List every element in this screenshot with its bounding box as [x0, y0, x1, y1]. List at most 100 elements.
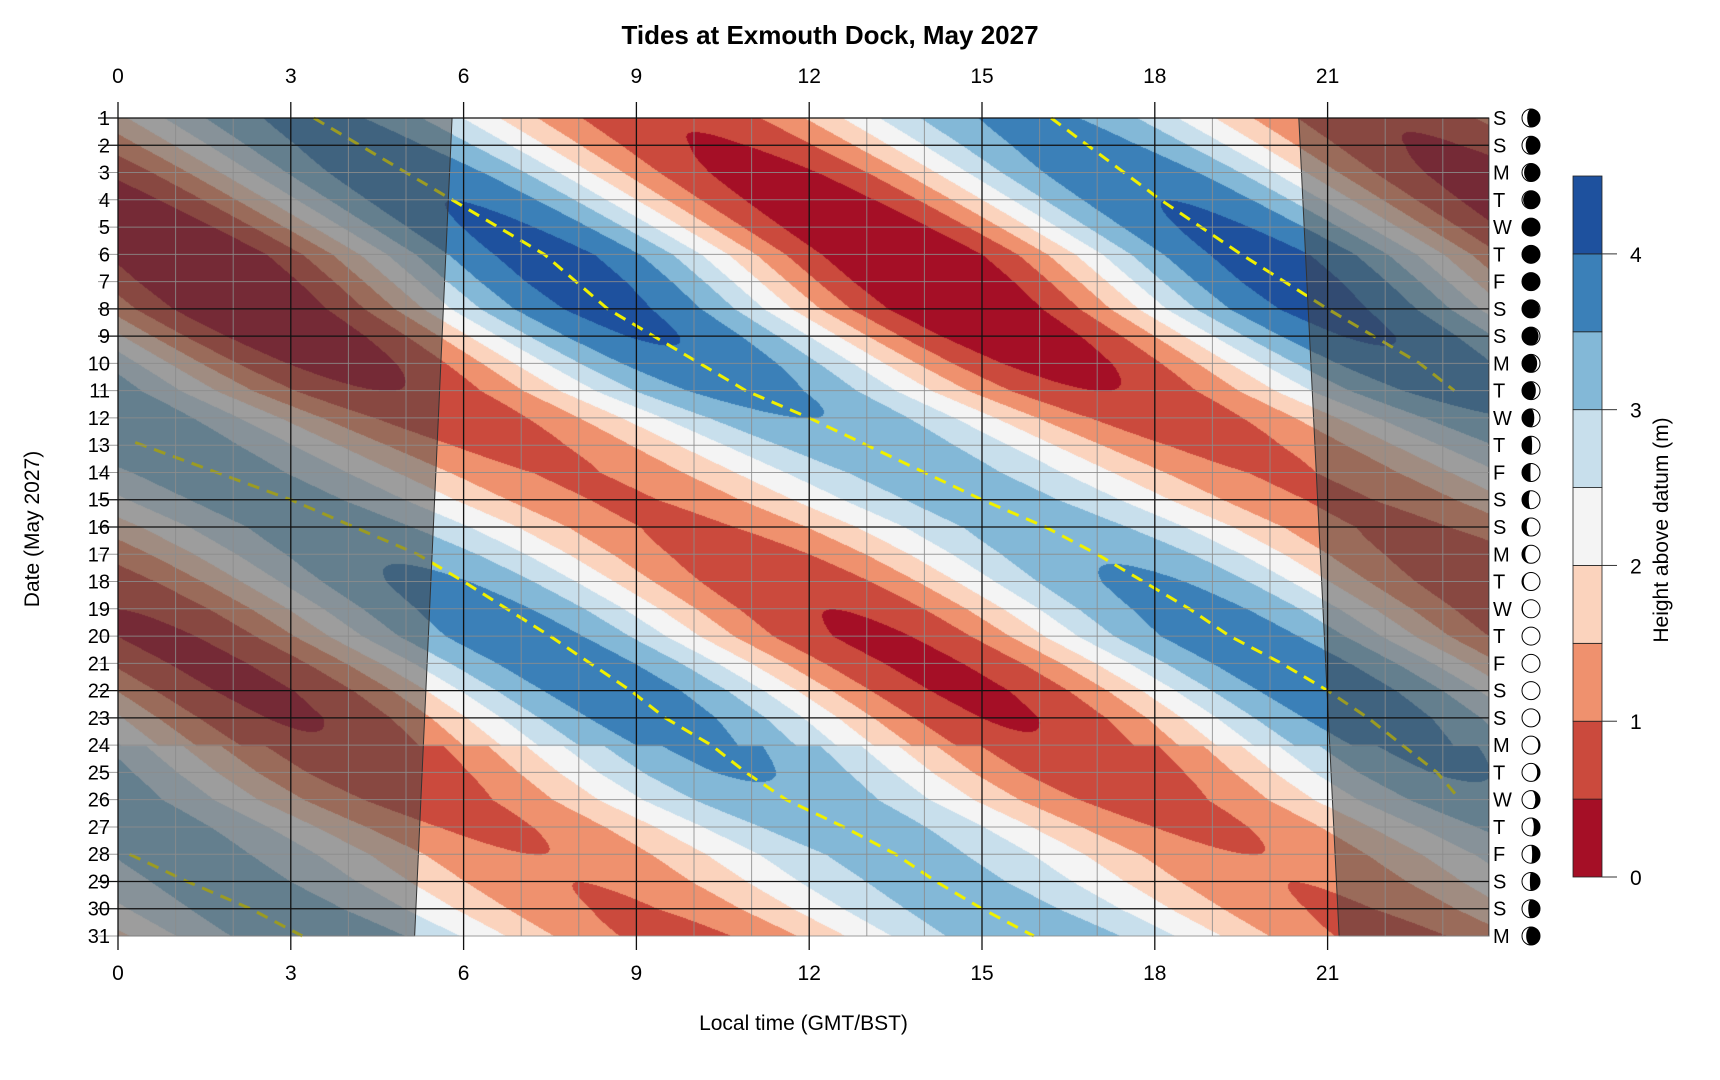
y-tick-label: 12: [88, 408, 110, 430]
moon-lit-portion: [1522, 763, 1538, 782]
moon-outline: [1521, 108, 1541, 128]
weekday-label: S: [1493, 108, 1506, 130]
weekday-label: F: [1493, 462, 1505, 484]
colorbar-tick-label: 4: [1630, 244, 1642, 267]
y-tick-label: 13: [88, 435, 110, 457]
moon-lit-portion: [1522, 627, 1540, 646]
moon-outline: [1521, 217, 1541, 237]
moon-lit-portion: [1526, 518, 1540, 537]
moon-outline: [1521, 190, 1541, 210]
moon-outline: [1521, 572, 1541, 592]
x-tick-label-bottom: 0: [112, 962, 124, 985]
y-tick-label: 29: [88, 871, 110, 893]
colorbar-swatch: [1572, 720, 1603, 800]
moon-lit-portion: [1531, 381, 1540, 400]
moon-outline: [1521, 408, 1541, 428]
moon-outline: [1521, 299, 1541, 319]
moon-lit-portion: [1531, 327, 1540, 346]
moon-outline: [1521, 381, 1541, 401]
y-tick-label: 20: [88, 626, 110, 648]
moon-phase-icon: [1522, 190, 1540, 209]
y-tick-label: 30: [88, 899, 110, 921]
moon-outline: [1521, 708, 1541, 728]
moon-lit-portion: [1528, 490, 1540, 509]
colorbar-label: Height above datum (m): [1650, 417, 1673, 643]
y-tick-label: 28: [88, 844, 110, 866]
moon-lit-portion: [1530, 463, 1540, 482]
moon-outline: [1521, 762, 1541, 782]
x-tick-label-bottom: 15: [970, 962, 993, 985]
colorbar-swatch: [1572, 565, 1603, 644]
colorbar-swatch: [1572, 253, 1603, 333]
moon-outline: [1521, 435, 1541, 455]
weekday-label: M: [1493, 353, 1510, 375]
colorbar-tick-label: 1: [1630, 711, 1642, 734]
moon-outline: [1521, 871, 1541, 891]
moon-lit-portion: [1522, 599, 1540, 618]
y-tick-label: 27: [88, 817, 110, 839]
colorbar-swatch: [1572, 642, 1603, 722]
moon-lit-portion: [1522, 817, 1534, 836]
moon-outline: [1521, 790, 1541, 810]
colorbar-swatch: [1572, 331, 1603, 411]
weekday-label: S: [1493, 871, 1506, 893]
colorbar-swatch: [1572, 798, 1603, 878]
moon-lit-portion: [1522, 790, 1536, 809]
y-tick-label: 7: [99, 272, 110, 294]
moon-outline: [1521, 817, 1541, 837]
weekday-label: S: [1493, 299, 1506, 321]
x-axis-label: Local time (GMT/BST): [699, 1012, 908, 1035]
weekday-label: S: [1493, 708, 1506, 730]
y-tick-label: 31: [88, 926, 110, 948]
moon-phase-icon: [1522, 354, 1540, 373]
weekday-label: F: [1493, 844, 1505, 866]
moon-lit-portion: [1522, 163, 1531, 182]
y-tick-label: 26: [88, 790, 110, 812]
y-tick-label: 3: [99, 163, 110, 185]
x-tick-label-top: 21: [1316, 65, 1339, 88]
y-tick-label: 23: [88, 708, 110, 730]
weekday-label: S: [1493, 899, 1506, 921]
x-tick-label-bottom: 18: [1143, 962, 1166, 985]
weekday-label: W: [1493, 217, 1512, 239]
weekday-label: M: [1493, 926, 1510, 948]
y-tick-label: 21: [88, 653, 110, 675]
moon-phase-icon: [1522, 299, 1540, 318]
moon-outline: [1521, 490, 1541, 510]
high-water-line-3: [134, 441, 1035, 938]
y-tick-label: 15: [88, 490, 110, 512]
moon-phase-icon: [1522, 136, 1540, 155]
moon-outline: [1521, 653, 1541, 673]
weekday-label: W: [1493, 599, 1512, 621]
weekday-label: W: [1493, 408, 1512, 430]
weekday-label: T: [1493, 762, 1505, 784]
weekday-label: T: [1493, 381, 1505, 403]
moon-phase-icon: [1522, 245, 1540, 264]
x-tick-label-top: 3: [285, 65, 297, 88]
moon-outline: [1521, 681, 1541, 701]
weekday-label: T: [1493, 626, 1505, 648]
chart-title: Tides at Exmouth Dock, May 2027: [621, 20, 1039, 50]
weekday-label: W: [1493, 790, 1512, 812]
weekday-label: T: [1493, 244, 1505, 266]
y-tick-label: 22: [88, 681, 110, 703]
moon-lit-portion: [1522, 708, 1540, 727]
colorbar-tick-label: 0: [1630, 867, 1642, 890]
y-tick-label: 24: [88, 735, 110, 757]
moon-lit-portion: [1522, 845, 1533, 864]
moon-outline: [1521, 163, 1541, 183]
weekday-label: M: [1493, 735, 1510, 757]
moon-lit-portion: [1522, 109, 1531, 127]
moon-outline: [1521, 326, 1541, 346]
weekday-label: S: [1493, 681, 1506, 703]
moon-lit-portion: [1531, 408, 1540, 427]
weekday-label: T: [1493, 435, 1505, 457]
y-tick-label: 6: [99, 244, 110, 266]
y-tick-label: 8: [99, 299, 110, 321]
colorbar-swatch: [1572, 487, 1603, 566]
weekday-label: S: [1493, 517, 1506, 539]
moon-outline: [1521, 899, 1541, 919]
weekday-label: M: [1493, 544, 1510, 566]
moon-lit-portion: [1522, 899, 1531, 918]
